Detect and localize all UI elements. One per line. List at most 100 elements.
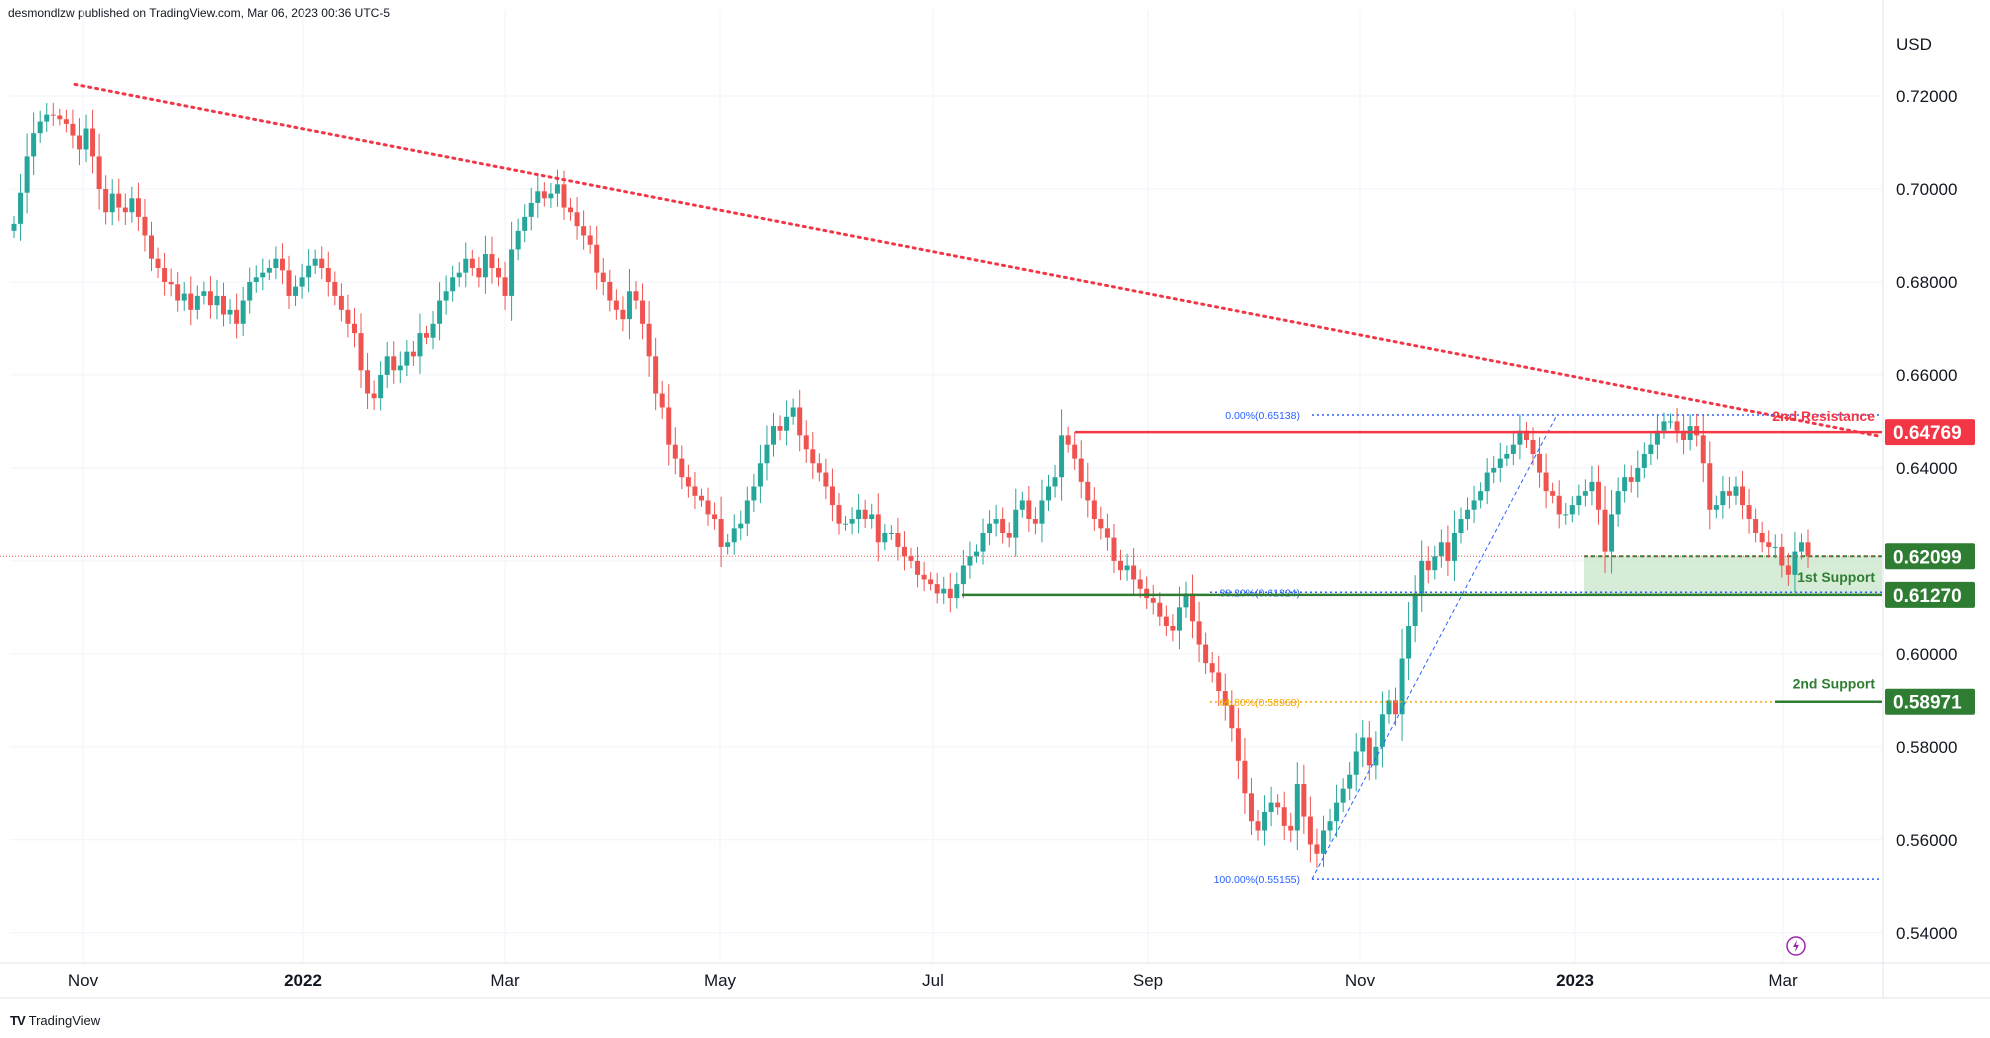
candle-body	[404, 351, 410, 366]
candle-body	[1301, 784, 1307, 817]
candle-body	[207, 291, 213, 306]
candle-body	[345, 309, 351, 324]
candle-body	[1032, 519, 1038, 524]
candle-body	[502, 277, 508, 296]
candle-body	[351, 323, 357, 334]
candle-body	[293, 286, 299, 296]
candle-body	[358, 333, 364, 371]
candle-body	[463, 258, 469, 273]
candle-body	[1104, 528, 1110, 538]
candle-body	[70, 123, 76, 136]
candle-body	[279, 258, 285, 271]
candle-body	[1216, 672, 1222, 692]
candle-body	[96, 156, 102, 189]
candle-body	[155, 258, 161, 269]
candle-body	[973, 551, 979, 557]
candle-body	[829, 486, 835, 506]
candle-body	[731, 528, 737, 543]
candle-body	[116, 193, 122, 208]
candle-body	[397, 365, 403, 371]
candle-body	[338, 295, 344, 310]
candle-body	[561, 184, 567, 208]
candle-body	[1242, 760, 1248, 794]
candle-body	[1294, 784, 1300, 831]
fib-level-label: 100.00%(0.55155)	[1214, 874, 1300, 886]
candle-body	[1510, 444, 1516, 454]
candle-body	[960, 565, 966, 585]
candle-body	[227, 309, 233, 315]
candle-body	[764, 444, 770, 464]
candle-body	[1740, 486, 1746, 506]
candle-body	[987, 523, 993, 533]
candle-body	[535, 191, 541, 203]
candle-body	[744, 500, 750, 524]
candle-body	[1124, 565, 1130, 571]
candle-body	[1347, 774, 1353, 789]
candle-body	[849, 519, 855, 524]
candle-body	[1209, 663, 1215, 673]
candle-body	[967, 556, 973, 566]
candle-body	[1497, 458, 1503, 468]
candle-body	[718, 519, 724, 547]
candle-body	[188, 293, 194, 310]
candle-body	[803, 435, 809, 450]
candle-body	[1609, 514, 1615, 552]
candle-body	[168, 281, 174, 285]
candle-body	[528, 202, 534, 217]
candle-body	[476, 268, 482, 278]
candle-body	[1039, 500, 1045, 524]
candle-body	[790, 407, 796, 417]
candle-body	[1753, 519, 1759, 533]
candle-body	[541, 191, 547, 199]
support-2nd-price-tag-text: 0.58971	[1893, 693, 1962, 714]
candle-body	[1759, 532, 1765, 543]
lightning-icon-bolt	[1793, 940, 1799, 952]
candle-body	[908, 556, 914, 561]
candle-body	[1078, 458, 1084, 482]
candle-body	[469, 258, 475, 269]
candle-body	[509, 249, 515, 296]
candle-body	[1386, 700, 1392, 715]
candle-body	[1275, 802, 1281, 808]
candle-body	[194, 295, 200, 310]
candle-body	[1131, 565, 1137, 580]
y-tick-label: 0.56000	[1896, 831, 1957, 850]
candle-body	[1707, 463, 1713, 510]
candle-body	[148, 235, 154, 259]
candle-body	[201, 291, 207, 296]
x-tick-label: May	[704, 971, 737, 990]
candle-body	[1340, 788, 1346, 803]
candle-body	[993, 519, 999, 524]
candle-body	[653, 356, 659, 394]
resistance-price-tag-bg	[1885, 419, 1975, 446]
candle-body	[875, 514, 881, 543]
candle-body	[1451, 532, 1457, 561]
candle-body	[941, 588, 947, 594]
candle-body	[1144, 588, 1150, 599]
candle-body	[1635, 467, 1641, 482]
candle-body	[594, 244, 600, 273]
candle-body	[1360, 737, 1366, 752]
grid-lines	[10, 10, 1883, 963]
candle-body	[103, 188, 109, 213]
candle-body	[384, 356, 390, 375]
support-2nd-price-tag: 0.58971	[1885, 688, 1975, 715]
candle-body	[1000, 519, 1006, 533]
candle-body	[1615, 491, 1621, 515]
candle-body	[1235, 728, 1241, 761]
candle-body	[1334, 802, 1340, 822]
tradingview-footer[interactable]: TV TradingView	[10, 1013, 100, 1028]
candle-body	[607, 281, 613, 301]
candle-body	[1746, 505, 1752, 520]
candle-body	[1059, 435, 1065, 478]
candle-body	[437, 300, 443, 324]
candle-body	[1622, 477, 1628, 492]
candle-body	[692, 486, 698, 496]
candle-body	[1530, 440, 1536, 454]
candle-body	[306, 265, 312, 278]
candle-body	[1720, 491, 1726, 506]
candle-body	[234, 309, 240, 324]
candle-body	[1222, 691, 1228, 705]
candle-body	[1373, 746, 1379, 766]
